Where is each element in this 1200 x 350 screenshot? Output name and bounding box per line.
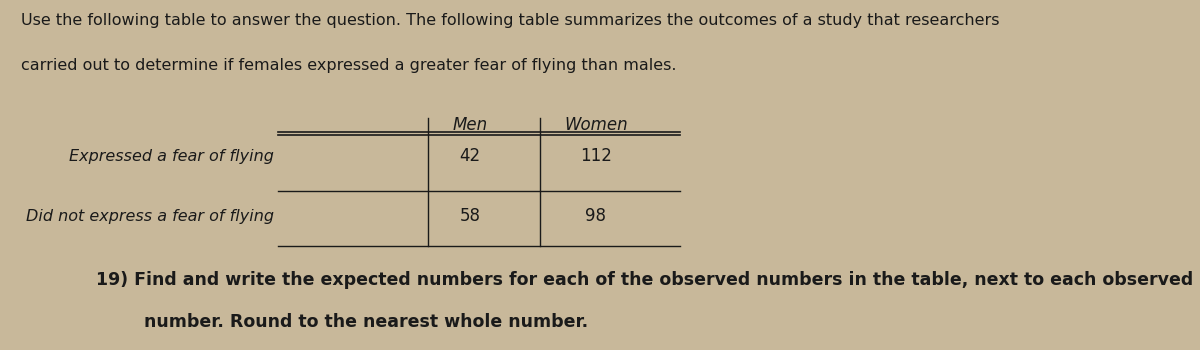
Text: carried out to determine if females expressed a greater fear of flying than male: carried out to determine if females expr…: [22, 58, 677, 73]
Text: Use the following table to answer the question. The following table summarizes t: Use the following table to answer the qu…: [22, 13, 1000, 28]
Text: Women: Women: [564, 117, 628, 134]
Text: Men: Men: [452, 117, 487, 134]
Text: 112: 112: [580, 147, 612, 165]
Text: Did not express a fear of flying: Did not express a fear of flying: [25, 209, 274, 224]
Text: 98: 98: [586, 207, 606, 225]
Text: 42: 42: [460, 147, 480, 165]
Text: 19) Find and write the expected numbers for each of the observed numbers in the : 19) Find and write the expected numbers …: [96, 272, 1194, 289]
Text: Expressed a fear of flying: Expressed a fear of flying: [68, 148, 274, 163]
Text: 58: 58: [460, 207, 480, 225]
Text: number. Round to the nearest whole number.: number. Round to the nearest whole numbe…: [96, 313, 588, 331]
